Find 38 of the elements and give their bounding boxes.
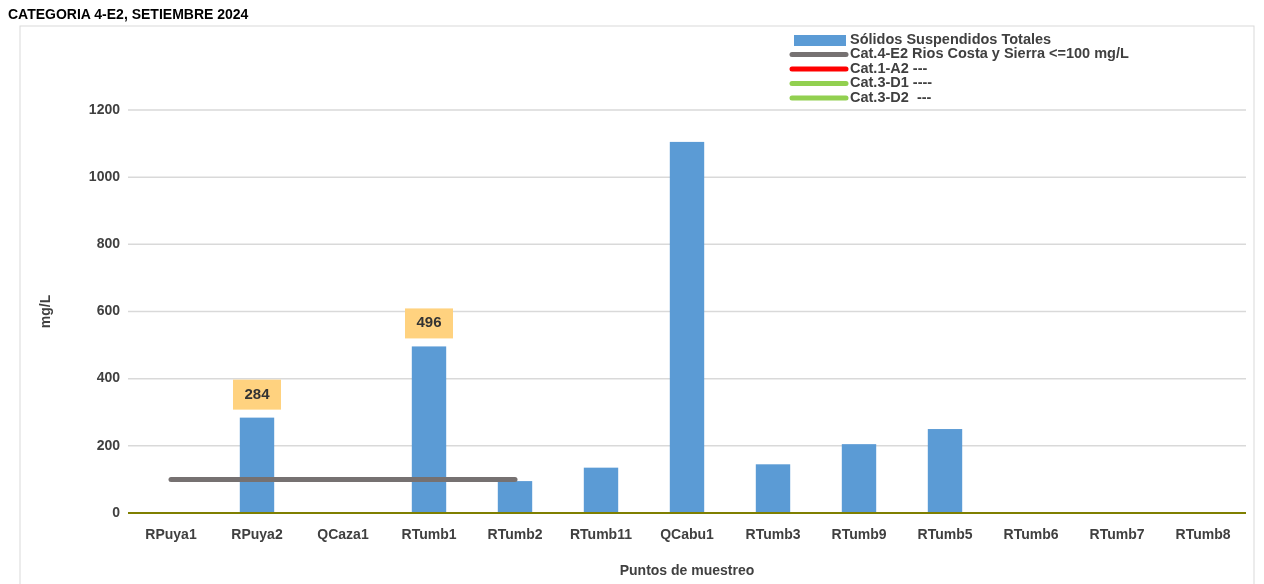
- x-tick-label: RTumb1: [401, 525, 457, 542]
- data-label: 284: [244, 384, 271, 402]
- x-tick-label: RPuya2: [231, 525, 283, 542]
- bar: [497, 481, 533, 513]
- bar: [927, 429, 963, 513]
- y-tick-label: 600: [96, 302, 121, 319]
- bar: [411, 346, 447, 513]
- y-tick-label: 0: [112, 503, 121, 520]
- x-tick-label: QCabu1: [660, 525, 715, 542]
- y-axis-title: mg/L: [36, 294, 53, 329]
- x-tick-label: RTumb11: [570, 525, 633, 542]
- legend-label: Cat.3-D1 ----: [850, 74, 933, 91]
- x-tick-label: QCaza1: [317, 525, 369, 542]
- x-tick-label: RTumb9: [831, 525, 887, 542]
- x-tick-label: RPuya1: [145, 525, 197, 542]
- y-tick-label: 400: [96, 369, 121, 386]
- y-tick-label: 800: [96, 235, 121, 252]
- legend-label: Sólidos Suspendidos Totales: [850, 30, 1052, 47]
- x-axis-title: Puntos de muestreo: [619, 561, 755, 578]
- y-tick-label: 1200: [88, 100, 121, 117]
- x-tick-label: RTumb7: [1089, 525, 1145, 542]
- chart-title: CATEGORIA 4-E2, SETIEMBRE 2024: [8, 6, 249, 23]
- bar: [583, 467, 619, 513]
- x-tick-label: RTumb6: [1003, 525, 1059, 542]
- y-tick-label: 1000: [88, 167, 121, 184]
- x-tick-label: RTumb8: [1175, 525, 1231, 542]
- bar: [755, 464, 791, 513]
- legend-label: Cat.3-D2 ---: [850, 88, 932, 105]
- data-label: 496: [416, 313, 442, 331]
- bar: [239, 417, 275, 513]
- x-tick-label: RTumb2: [487, 525, 543, 542]
- legend-label: Cat.1-A2 ---: [850, 59, 928, 76]
- x-tick-label: RTumb5: [917, 525, 973, 542]
- y-tick-label: 200: [96, 436, 121, 453]
- bar: [841, 444, 877, 513]
- x-tick-label: RTumb3: [745, 525, 801, 542]
- legend-label: Cat.4-E2 Rios Costa y Sierra <=100 mg/L: [850, 45, 1129, 62]
- bar: [669, 141, 705, 513]
